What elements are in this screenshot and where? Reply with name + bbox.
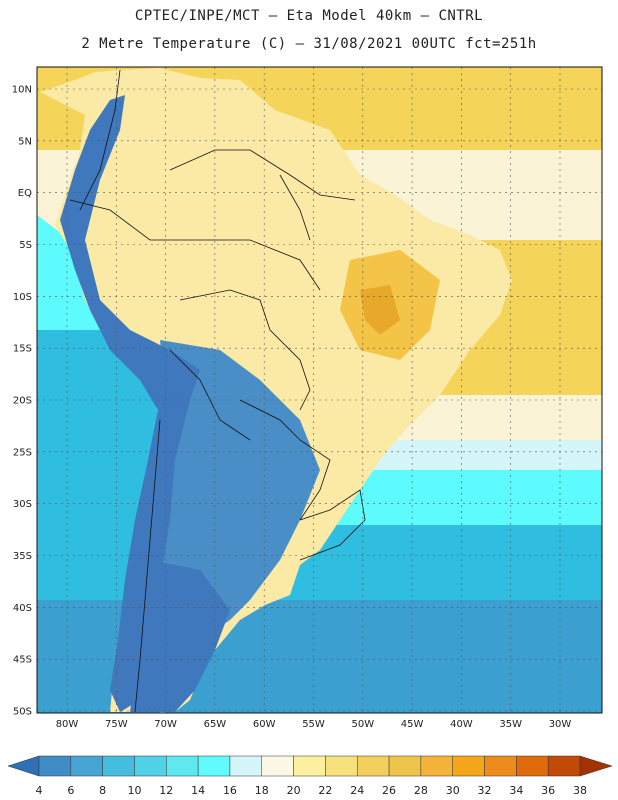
border-colombia-west	[79, 69, 121, 211]
country-borders	[69, 69, 366, 713]
lat-label: 30S	[13, 499, 32, 510]
colorbar-swatch	[516, 755, 549, 777]
colorbar-swatch	[102, 755, 135, 777]
colorbar-swatch	[356, 755, 390, 777]
colorbar-swatch	[70, 755, 103, 777]
map-gridlines	[37, 67, 602, 713]
colorbar-label: 10	[127, 784, 141, 797]
latitude-labels: 10N 5N EQ 5S 10S 15S 20S 25S 30S 35S 40S 45S 50S	[12, 85, 32, 718]
lon-label: 30W	[549, 719, 572, 730]
colorbar-label: 38	[573, 784, 587, 797]
lat-label: 20S	[13, 396, 32, 407]
lat-label: 35S	[13, 551, 32, 562]
colorbar-left-arrow	[7, 755, 40, 777]
border-chile-argentina	[134, 419, 161, 713]
lat-label: 25S	[13, 447, 32, 458]
lat-label: 10S	[13, 292, 32, 303]
colorbar-swatch	[229, 755, 263, 777]
colorbar-label: 6	[67, 784, 74, 797]
lon-label: 65W	[204, 719, 227, 730]
andes-cold-strip	[60, 95, 200, 712]
border-guianas	[279, 174, 311, 241]
lat-label: 10N	[12, 85, 32, 96]
colorbar-swatch	[166, 755, 199, 777]
lat-label: 5S	[19, 240, 32, 251]
lat-label: 15S	[13, 344, 32, 355]
colorbar-label: 28	[414, 784, 428, 797]
colorbar-label: 16	[223, 784, 237, 797]
lat-label: EQ	[18, 188, 32, 199]
lat-label: 50S	[13, 707, 32, 718]
border-bolivia-chile	[169, 349, 251, 441]
colorbar-label: 32	[478, 784, 492, 797]
colorbar-label: 18	[255, 784, 269, 797]
lat-label: 45S	[13, 655, 32, 666]
border-bolivia-brazil	[179, 289, 311, 411]
colorbar-swatch	[452, 755, 485, 777]
colorbar-label: 14	[191, 784, 205, 797]
colorbar-label: 4	[36, 784, 43, 797]
colorbar: 4 6 8 10 12 14 16 18 20 22 24 26 28 30 32 34 36 38	[7, 755, 613, 797]
colorbar-swatch	[420, 755, 453, 777]
colorbar-swatch	[197, 755, 231, 777]
chart-title-line2: 2 Metre Temperature (C) – 31/08/2021 00U…	[81, 36, 537, 52]
lat-label: 5N	[18, 136, 32, 147]
border-colombia-venezuela-brazil	[169, 149, 356, 201]
colorbar-label: 12	[159, 784, 173, 797]
border-paraguay-argentina	[239, 399, 331, 521]
colorbar-label: 26	[382, 784, 396, 797]
lon-label: 50W	[351, 719, 374, 730]
longitude-labels: 80W 75W 70W 65W 60W 55W 50W 45W 40W 35W 30W	[56, 719, 572, 730]
colorbar-label: 20	[287, 784, 301, 797]
colorbar-label: 8	[99, 784, 106, 797]
lon-label: 80W	[56, 719, 79, 730]
land-hottest-region	[360, 285, 400, 335]
patagonia-cold-region	[130, 560, 230, 712]
colorbar-swatch	[38, 755, 72, 777]
chart-title-line1: CPTEC/INPE/MCT – Eta Model 40km – CNTRL	[134, 8, 484, 24]
colorbar-label: 22	[318, 784, 332, 797]
colorbar-swatch	[261, 755, 294, 777]
lon-label: 70W	[154, 719, 177, 730]
colorbar-swatch	[293, 755, 326, 777]
land-warm-region	[160, 180, 500, 410]
colorbar-label: 36	[541, 784, 555, 797]
map-field	[37, 67, 602, 713]
colorbar-swatch	[134, 755, 167, 777]
colorbar-right-arrow	[579, 755, 613, 777]
colorbar-swatch	[325, 755, 358, 777]
colorbar-label: 34	[509, 784, 523, 797]
lon-label: 45W	[401, 719, 424, 730]
colorbar-swatch	[484, 755, 517, 777]
lon-label: 40W	[450, 719, 473, 730]
lat-label: 40S	[13, 603, 32, 614]
colorbar-swatch	[388, 755, 422, 777]
map-frame	[36, 66, 603, 714]
lon-label: 55W	[302, 719, 325, 730]
colorbar-swatch	[547, 755, 581, 777]
colorbar-label: 24	[350, 784, 364, 797]
lon-label: 35W	[499, 719, 522, 730]
border-ecuador-peru-brazil	[69, 199, 321, 291]
lon-label: 60W	[253, 719, 276, 730]
colorbar-label: 30	[446, 784, 460, 797]
lon-label: 75W	[105, 719, 128, 730]
